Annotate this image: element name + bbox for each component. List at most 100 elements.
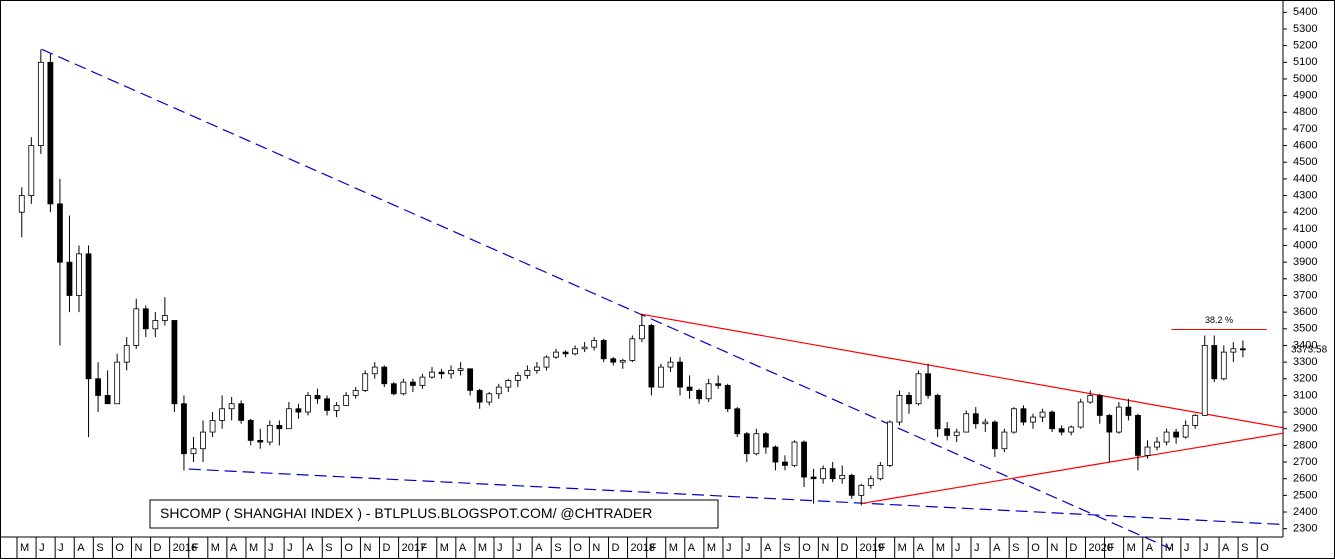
candle-body	[18, 195, 25, 213]
candle-body	[343, 395, 350, 406]
candle-body	[543, 356, 550, 368]
x-tick-label: F	[1108, 542, 1115, 554]
x-tick-label: 2020	[1088, 542, 1112, 554]
y-tick-label: 3200	[1293, 373, 1317, 385]
x-tick-label: J	[974, 542, 980, 554]
x-tick-label: N	[134, 542, 142, 554]
candle-body	[810, 476, 817, 480]
candle-body	[791, 441, 798, 466]
y-tick-label: 2400	[1293, 506, 1317, 518]
candle-body	[648, 325, 655, 388]
trend-line	[41, 48, 1172, 550]
candle-body	[963, 413, 970, 433]
candle-body	[28, 145, 35, 196]
y-tick-label: 5000	[1293, 73, 1317, 85]
candle-body	[247, 420, 254, 441]
fib-label: 38.2 %	[1205, 315, 1233, 325]
candle-body	[1087, 395, 1094, 403]
candle-body	[925, 373, 931, 396]
candle-body	[152, 320, 159, 330]
x-tick-label: A	[917, 542, 925, 554]
x-tick-label: A	[1222, 542, 1230, 554]
candle-body	[161, 315, 168, 321]
y-tick-label: 4500	[1293, 156, 1317, 168]
candle-body	[667, 361, 674, 368]
x-tick-label: J	[268, 542, 274, 554]
candle-body	[944, 428, 951, 436]
candle-body	[1039, 411, 1046, 418]
candle-body	[1096, 395, 1103, 416]
candle-body	[896, 395, 903, 423]
x-tick-label: O	[1260, 542, 1269, 554]
candle-body	[1135, 415, 1141, 456]
x-tick-label: S	[96, 542, 103, 554]
x-tick-label: A	[306, 542, 314, 554]
x-tick-label: A	[459, 542, 467, 554]
candle-body	[66, 261, 73, 296]
x-tick-label: M	[478, 542, 487, 554]
candle-body	[715, 383, 722, 386]
x-tick-label: A	[688, 542, 696, 554]
candle-body	[972, 413, 979, 425]
candle-body	[448, 370, 454, 375]
x-tick-label: N	[1050, 542, 1058, 554]
x-tick-label: 2016	[173, 542, 197, 554]
candle-body	[1001, 431, 1008, 450]
y-tick-label: 4700	[1293, 123, 1317, 135]
y-tick-label: 2800	[1293, 439, 1317, 451]
candle-body	[438, 371, 445, 375]
candle-body	[934, 395, 941, 430]
x-tick-label: M	[1165, 542, 1174, 554]
y-tick-label: 5100	[1293, 56, 1317, 68]
y-tick-label: 2600	[1293, 473, 1317, 485]
candle-body	[553, 351, 559, 358]
x-tick-label: J	[39, 542, 45, 554]
trend-line	[188, 468, 1284, 526]
candle-body	[1201, 345, 1208, 416]
y-tick-label: 4000	[1293, 239, 1317, 251]
y-tick-label: 4300	[1293, 189, 1317, 201]
candle-body	[1163, 431, 1170, 443]
candle-body	[1239, 348, 1246, 351]
candle-body	[1154, 441, 1160, 448]
y-tick-label: 4800	[1293, 106, 1317, 118]
candle-body	[133, 308, 140, 346]
candle-body	[333, 405, 340, 411]
x-tick-label: M	[211, 542, 220, 554]
x-tick-label: J	[516, 542, 522, 554]
candle-body	[1058, 428, 1065, 433]
candle-body	[877, 464, 884, 480]
candle-body	[591, 340, 598, 348]
candle-body	[906, 395, 912, 405]
candle-body	[1125, 406, 1132, 416]
candle-body	[1173, 431, 1180, 438]
candle-body	[200, 431, 206, 450]
candle-body	[305, 395, 311, 413]
y-tick-label: 3400	[1293, 339, 1317, 351]
x-tick-label: J	[745, 542, 751, 554]
candle-body	[1192, 415, 1199, 426]
candle-body	[1182, 425, 1189, 438]
x-tick-label: J	[726, 542, 732, 554]
x-tick-label: J	[1184, 542, 1190, 554]
y-tick-label: 3100	[1293, 389, 1317, 401]
x-tick-label: D	[154, 542, 162, 554]
y-tick-label: 3600	[1293, 306, 1317, 318]
x-tick-label: O	[115, 542, 124, 554]
y-tick-label: 2500	[1293, 489, 1317, 501]
y-tick-label: 4900	[1293, 90, 1317, 102]
candle-body	[696, 390, 703, 400]
candle-body	[505, 380, 512, 388]
y-tick-label: 3900	[1293, 256, 1317, 268]
candle-body	[658, 366, 664, 388]
candle-body	[762, 433, 769, 448]
y-tick-label: 5400	[1293, 6, 1317, 18]
candle-body	[705, 383, 712, 400]
candle-body	[123, 345, 130, 363]
candle-body	[429, 371, 435, 378]
candle-body	[238, 403, 245, 421]
candle-body	[467, 368, 474, 391]
